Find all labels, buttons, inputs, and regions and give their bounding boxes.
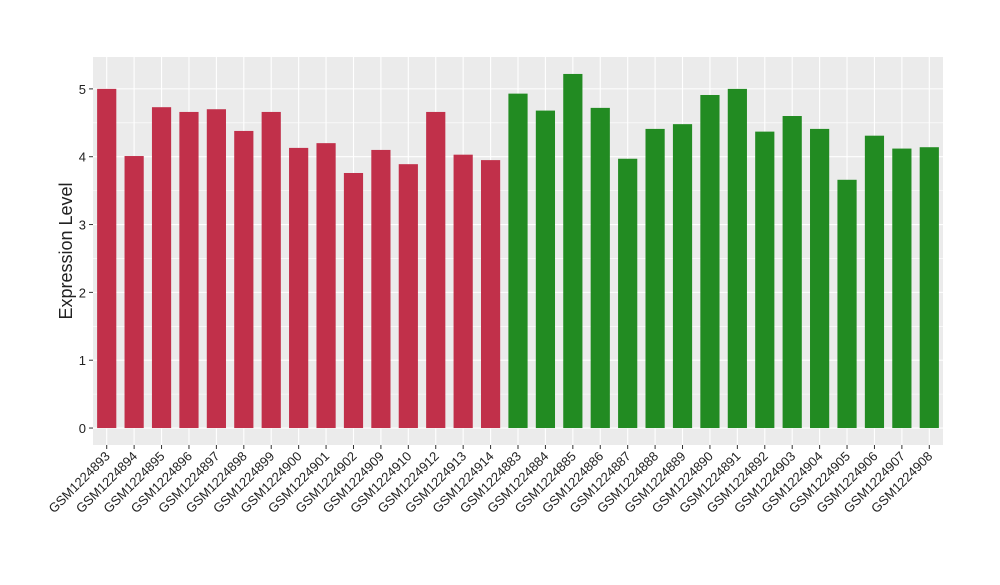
bar xyxy=(151,107,172,429)
bar xyxy=(535,110,556,429)
bar xyxy=(371,149,391,429)
y-tick-label: 5 xyxy=(79,82,86,97)
bar xyxy=(700,94,720,429)
bar xyxy=(508,93,528,429)
bar xyxy=(590,107,610,429)
bar xyxy=(837,179,857,429)
bar xyxy=(563,73,583,429)
bar xyxy=(426,111,446,429)
bar xyxy=(782,116,802,429)
bar xyxy=(261,111,281,429)
bar xyxy=(179,111,199,429)
bar xyxy=(645,128,665,429)
bar xyxy=(755,131,775,429)
bar xyxy=(343,172,364,429)
bar xyxy=(206,109,226,429)
y-tick-label: 1 xyxy=(79,353,86,368)
bar xyxy=(672,124,693,429)
bar xyxy=(727,88,747,429)
bar xyxy=(398,164,418,429)
bar xyxy=(892,148,912,429)
y-tick-label: 4 xyxy=(79,150,86,165)
bar xyxy=(453,154,473,429)
bar xyxy=(124,156,144,429)
bar xyxy=(234,130,254,429)
y-axis-label: Expression Level xyxy=(56,182,76,319)
bar xyxy=(864,135,885,429)
bar xyxy=(97,88,117,429)
bar xyxy=(289,147,309,429)
y-tick-label: 2 xyxy=(79,285,86,300)
bar xyxy=(316,143,336,429)
bar xyxy=(919,147,939,429)
bar xyxy=(618,158,638,429)
y-tick-label: 3 xyxy=(79,218,86,233)
bar xyxy=(480,160,501,429)
y-tick-label: 0 xyxy=(79,421,86,436)
bar xyxy=(810,128,830,429)
